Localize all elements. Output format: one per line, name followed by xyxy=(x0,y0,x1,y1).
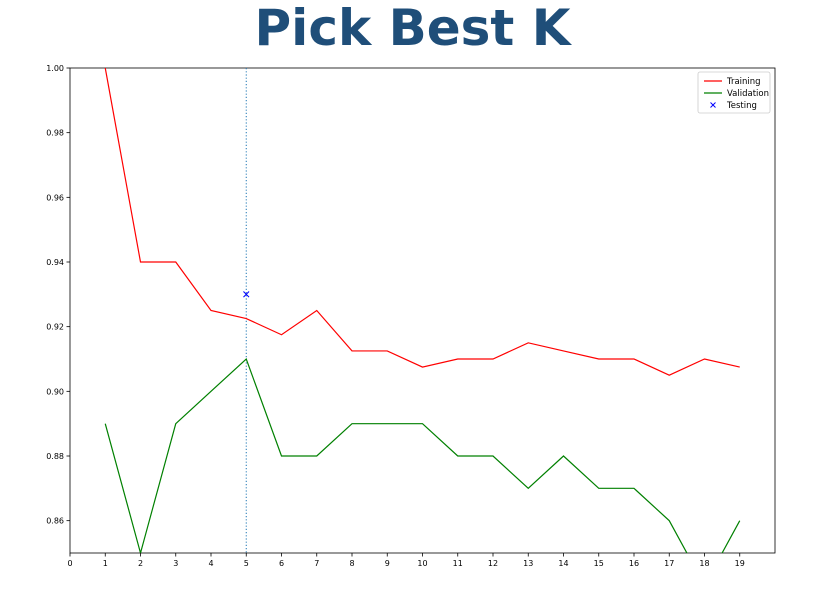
series-line-training xyxy=(104,68,740,376)
x-tick-label: 13 xyxy=(523,559,533,568)
data-point-testing xyxy=(243,291,250,298)
axes: 0 1 2 3 4 5 6 7 8 9 10 11 12 13 14 15 16 17 18 190.860.880.… xyxy=(46,64,776,568)
x-tick-label: 5 xyxy=(244,559,249,568)
legend-label: Testing xyxy=(726,101,757,111)
legend-item-validation: Validation xyxy=(704,89,769,99)
series-line-validation xyxy=(104,357,741,553)
y-tick-label: 0.96 xyxy=(46,193,64,202)
y-tick-label: 0.90 xyxy=(46,387,64,396)
y-tick-label: 0.92 xyxy=(46,323,64,332)
x-tick-label: 3 xyxy=(173,559,178,568)
plot-frame xyxy=(69,67,776,554)
legend-label: Training xyxy=(726,77,761,87)
x-tick-label: 8 xyxy=(349,559,354,568)
marker-stroke xyxy=(243,291,250,298)
x-tick-label: 17 xyxy=(664,559,674,568)
x-tick-label: 12 xyxy=(488,559,498,568)
x-tick-label: 11 xyxy=(453,559,463,568)
legend-box xyxy=(697,71,771,114)
x-tick-label: 0 xyxy=(67,559,72,568)
x-tick-label: 7 xyxy=(314,559,319,568)
y-tick-label: 0.94 xyxy=(46,258,64,267)
y-tick-label: 0.98 xyxy=(46,129,64,138)
y-tick-label: 0.88 xyxy=(46,452,64,461)
x-tick-label: 2 xyxy=(138,559,143,568)
x-tick-label: 4 xyxy=(208,559,213,568)
x-tick-label: 9 xyxy=(385,559,390,568)
y-tick-label: 0.86 xyxy=(46,517,64,526)
legend-label: Validation xyxy=(727,89,769,99)
plot-area xyxy=(104,68,741,553)
legend-item-testing: Testing xyxy=(710,101,757,111)
legend: Training Validation Testing xyxy=(697,71,771,114)
x-tick-label: 19 xyxy=(735,559,745,568)
x-tick-label: 16 xyxy=(629,559,639,568)
y-tick-label: 1.00 xyxy=(46,64,64,73)
legend-swatch xyxy=(710,102,716,108)
x-tick-label: 14 xyxy=(558,559,568,568)
x-tick-label: 1 xyxy=(103,559,108,568)
legend-item-training: Training xyxy=(704,77,761,87)
x-tick-label: 15 xyxy=(594,559,604,568)
x-tick-label: 6 xyxy=(279,559,284,568)
x-tick-label: 18 xyxy=(699,559,709,568)
x-tick-label: 10 xyxy=(417,559,427,568)
page-title: Pick Best K xyxy=(254,0,571,57)
